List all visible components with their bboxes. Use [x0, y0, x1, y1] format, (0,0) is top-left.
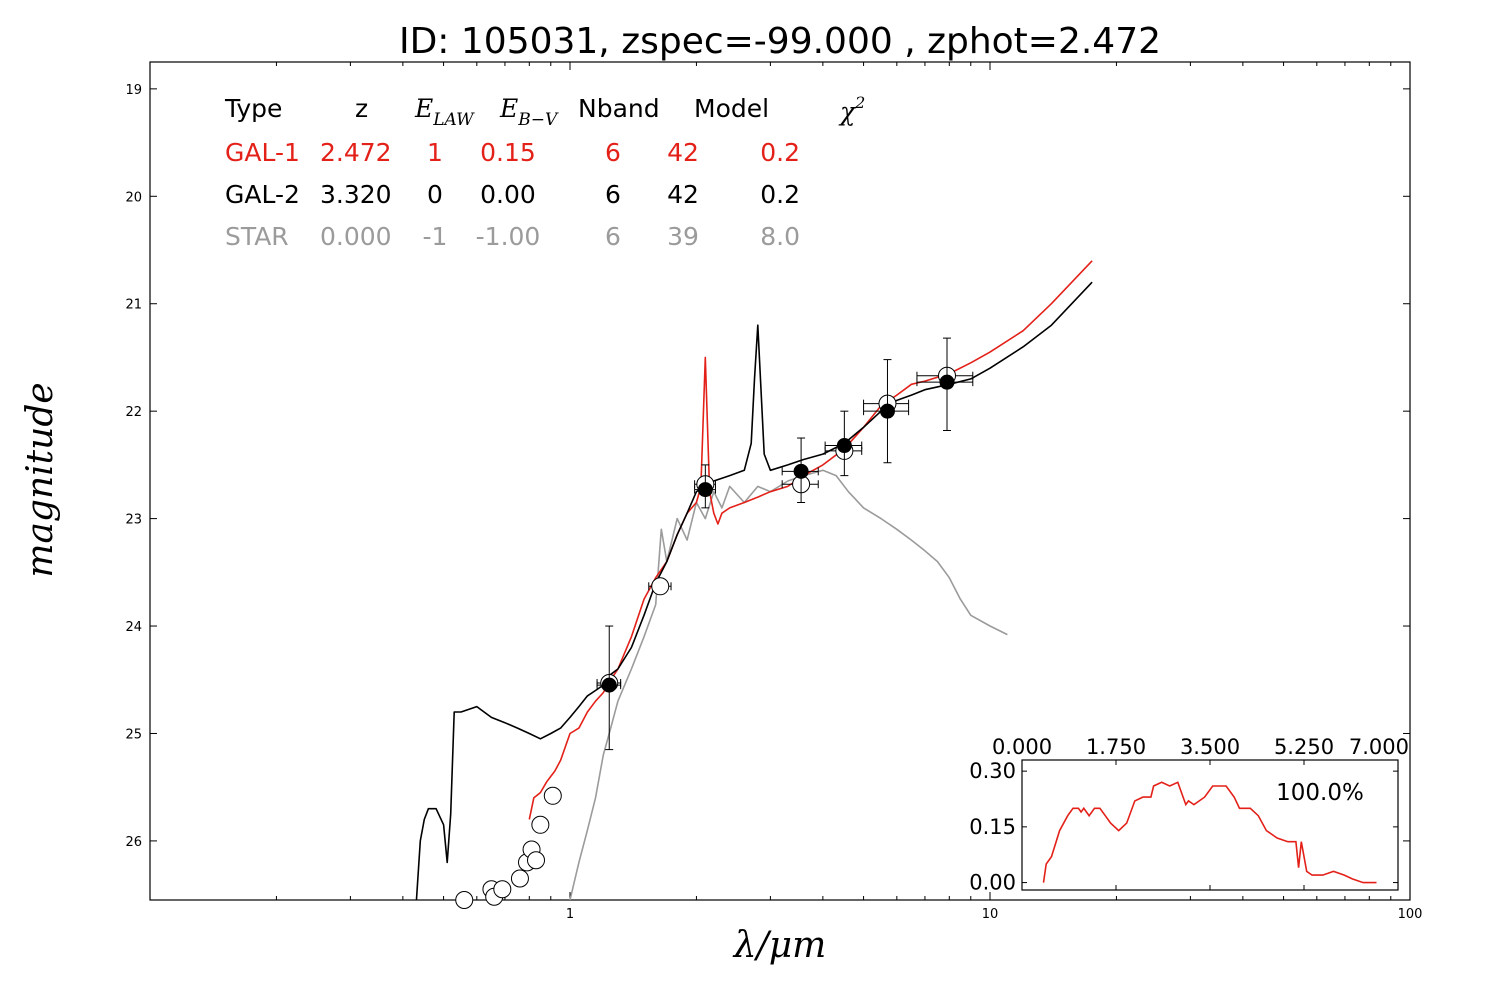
- x-tick-label: 10: [982, 907, 999, 922]
- table-cell: -1.00: [476, 222, 541, 251]
- table-cell: GAL-2: [225, 180, 300, 209]
- x-axis-label: λ/μm: [732, 925, 826, 966]
- table-cell: 0.2: [760, 180, 800, 209]
- table-cell: 6: [605, 138, 621, 167]
- observed-point: [601, 677, 617, 693]
- y-tick-label: 19: [125, 83, 142, 98]
- table-header-ebv: EB−V: [499, 94, 559, 130]
- inset-y-tick-label: 0.15: [969, 815, 1016, 839]
- table-cell: 42: [667, 180, 699, 209]
- observed-point: [939, 374, 955, 390]
- table-cell: -1: [423, 222, 448, 251]
- y-tick-label: 20: [125, 190, 142, 205]
- model-point: [651, 577, 670, 596]
- chart-title: ID: 105031, zspec=-99.000 , zphot=2.472: [399, 21, 1161, 62]
- table-cell: GAL-1: [225, 138, 300, 167]
- sed-line-gal-1: [528, 260, 1093, 820]
- y-axis-ticks: 19 20 21 22 23 24 25 26: [125, 83, 1410, 850]
- points-layer: [455, 337, 974, 909]
- table-cell: 0: [427, 180, 443, 209]
- inset-percent-label: 100.0%: [1276, 780, 1364, 806]
- table-cell: 6: [605, 180, 621, 209]
- redshift-pdf-inset: 0.000 1.750 3.500 5.250 7.000 0.00 0.15 0.30 1…: [969, 735, 1409, 895]
- observed-point: [697, 482, 713, 498]
- y-tick-label: 25: [125, 727, 142, 742]
- table-header-chi2: χ2: [838, 93, 865, 126]
- observed-point: [793, 463, 809, 479]
- table-cell: 42: [667, 138, 699, 167]
- y-tick-label: 21: [125, 298, 142, 313]
- table-cell: 39: [667, 222, 699, 251]
- y-tick-label: 26: [125, 835, 142, 850]
- table-cell: 1: [427, 138, 443, 167]
- inset-y-tick-label: 0.00: [969, 871, 1016, 895]
- fit-results-table: Type z ELAW EB−V Nband Model χ2 GAL-1 2.4…: [224, 93, 865, 251]
- table-header-type: Type: [224, 94, 282, 123]
- inset-y-tick-label: 0.30: [969, 759, 1016, 783]
- table-header-nband: Nband: [578, 94, 660, 123]
- observed-point: [836, 438, 852, 454]
- inset-x-ticks: 0.000 1.750 3.500 5.250 7.000: [992, 735, 1409, 890]
- y-tick-label: 22: [125, 405, 142, 420]
- table-cell: STAR: [225, 222, 289, 251]
- observed-point: [879, 403, 895, 419]
- inset-x-tick-label: 5.250: [1274, 735, 1334, 759]
- inset-y-ticks: 0.00 0.15 0.30: [969, 759, 1398, 895]
- table-cell: 0.2: [760, 138, 800, 167]
- inset-x-tick-label: 1.750: [1086, 735, 1146, 759]
- table-cell: 3.320: [320, 180, 392, 209]
- y-tick-label: 23: [125, 513, 142, 528]
- table-cell: 2.472: [320, 138, 392, 167]
- inset-x-tick-label: 0.000: [992, 735, 1052, 759]
- table-header-z: z: [355, 94, 368, 123]
- table-header-elaw: ELAW: [414, 94, 475, 130]
- table-cell: 0.000: [320, 222, 392, 251]
- table-cell: 0.00: [480, 180, 536, 209]
- table-header-model: Model: [694, 94, 769, 123]
- inset-pdf-layer: [1042, 781, 1377, 884]
- model-point: [527, 851, 546, 870]
- y-tick-label: 24: [125, 620, 142, 635]
- y-axis-label: magnitude: [20, 382, 61, 577]
- x-axis-ticks: 1 10 100: [275, 62, 1423, 922]
- inset-pdf-line: [1042, 781, 1377, 884]
- model-point: [543, 786, 562, 805]
- model-point: [493, 880, 512, 899]
- table-cell: 6: [605, 222, 621, 251]
- model-point: [531, 815, 550, 834]
- sed-line-star: [569, 469, 1008, 900]
- inset-x-tick-label: 7.000: [1349, 735, 1409, 759]
- table-cell: 0.15: [480, 138, 536, 167]
- model-point: [510, 869, 529, 888]
- table-cell: 8.0: [760, 222, 800, 251]
- plot-frame: [149, 61, 1411, 901]
- sed-line-gal-2: [415, 281, 1093, 900]
- x-tick-label: 100: [1398, 907, 1423, 922]
- inset-x-tick-label: 3.500: [1180, 735, 1240, 759]
- x-tick-label: 1: [566, 907, 574, 922]
- series-layer: [415, 260, 1093, 900]
- model-point: [455, 891, 474, 909]
